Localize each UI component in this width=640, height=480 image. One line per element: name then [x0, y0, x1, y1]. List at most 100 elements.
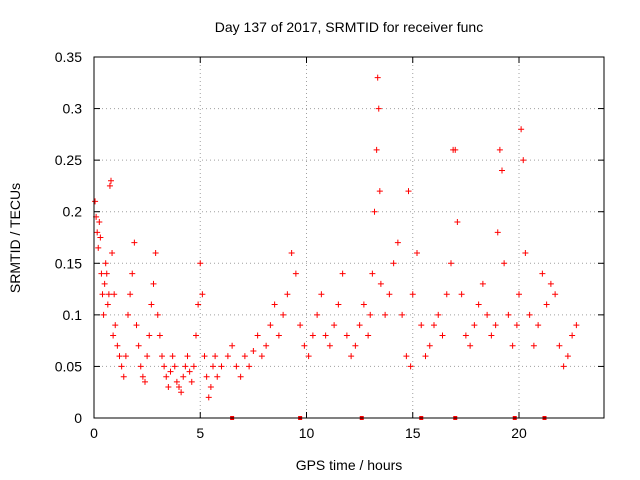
data-point	[275, 332, 282, 339]
data-point	[193, 332, 199, 339]
data-point	[152, 249, 159, 256]
data-point	[142, 378, 148, 385]
data-point	[516, 291, 522, 298]
data-point	[92, 198, 99, 205]
data-point	[335, 301, 342, 308]
data-point	[97, 234, 104, 241]
data-point	[184, 353, 191, 360]
data-point	[201, 353, 208, 360]
data-point	[178, 389, 185, 396]
data-point	[518, 126, 525, 133]
y-tick-label: 0.05	[55, 358, 82, 374]
data-point	[305, 353, 312, 360]
data-point	[154, 311, 161, 318]
data-point	[109, 249, 116, 256]
data-point	[229, 342, 236, 349]
data-point	[212, 353, 219, 360]
data-points	[92, 74, 580, 420]
x-axis-label: GPS time / hours	[296, 457, 403, 473]
data-point	[250, 347, 257, 354]
data-point	[471, 322, 478, 329]
data-point	[409, 291, 416, 298]
data-point	[297, 322, 304, 329]
data-point	[484, 311, 491, 318]
data-point	[199, 291, 206, 298]
y-tick-label: 0.2	[63, 204, 83, 220]
data-point	[246, 363, 253, 370]
plot-frame	[93, 56, 605, 419]
data-point	[462, 332, 469, 339]
data-point	[111, 291, 118, 298]
data-point	[131, 239, 138, 246]
data-point	[488, 332, 495, 339]
data-point	[254, 332, 261, 339]
data-point	[407, 363, 414, 370]
y-axis-label: SRMTID / TECUs	[7, 183, 23, 293]
data-point	[543, 301, 550, 308]
data-point	[165, 384, 172, 391]
x-tick-label: 10	[299, 425, 315, 441]
data-point	[458, 291, 465, 298]
data-point	[188, 378, 195, 385]
data-point	[182, 363, 189, 370]
data-point	[205, 394, 212, 401]
data-point	[403, 353, 410, 360]
y-tick-label: 0.15	[55, 255, 82, 271]
data-point	[218, 363, 225, 370]
data-point	[150, 280, 157, 287]
data-point	[547, 280, 554, 287]
data-point	[360, 301, 367, 308]
data-point	[301, 342, 308, 349]
data-point	[186, 368, 193, 375]
x-tick-label: 0	[90, 425, 98, 441]
data-point	[137, 363, 144, 370]
data-point	[513, 322, 520, 329]
data-point	[467, 342, 474, 349]
data-point	[352, 342, 359, 349]
data-point	[375, 105, 382, 112]
data-point	[418, 322, 425, 329]
data-point	[122, 353, 129, 360]
data-point	[224, 353, 231, 360]
data-point	[526, 311, 533, 318]
data-point	[95, 244, 102, 251]
data-point	[241, 353, 248, 360]
data-point	[144, 353, 151, 360]
data-point	[505, 311, 512, 318]
data-point	[101, 280, 108, 287]
data-point	[104, 301, 111, 308]
data-point	[390, 260, 397, 267]
data-point	[573, 322, 580, 329]
y-tick-label: 0.25	[55, 152, 82, 168]
data-point	[167, 368, 174, 375]
data-point	[377, 280, 384, 287]
data-point	[376, 188, 383, 195]
data-point	[96, 219, 103, 226]
data-point	[386, 291, 393, 298]
data-point	[501, 260, 508, 267]
data-point	[479, 280, 486, 287]
data-point	[539, 270, 546, 277]
data-point	[108, 177, 114, 184]
data-point	[367, 311, 374, 318]
y-tick-label: 0.1	[63, 307, 83, 323]
data-point	[105, 291, 112, 298]
data-point	[369, 270, 376, 277]
data-point	[263, 342, 270, 349]
data-point	[280, 311, 287, 318]
data-point	[448, 260, 454, 267]
data-point	[98, 270, 105, 277]
x-tick-label: 5	[196, 425, 204, 441]
data-point	[556, 342, 563, 349]
data-point	[133, 322, 140, 329]
data-point	[530, 342, 537, 349]
data-point	[210, 363, 216, 370]
data-point	[475, 301, 482, 308]
data-point	[382, 311, 389, 318]
data-point	[156, 332, 163, 339]
data-point	[237, 373, 244, 380]
data-point	[435, 311, 442, 318]
data-point	[339, 270, 346, 277]
data-point	[159, 353, 165, 360]
data-point	[365, 332, 372, 339]
